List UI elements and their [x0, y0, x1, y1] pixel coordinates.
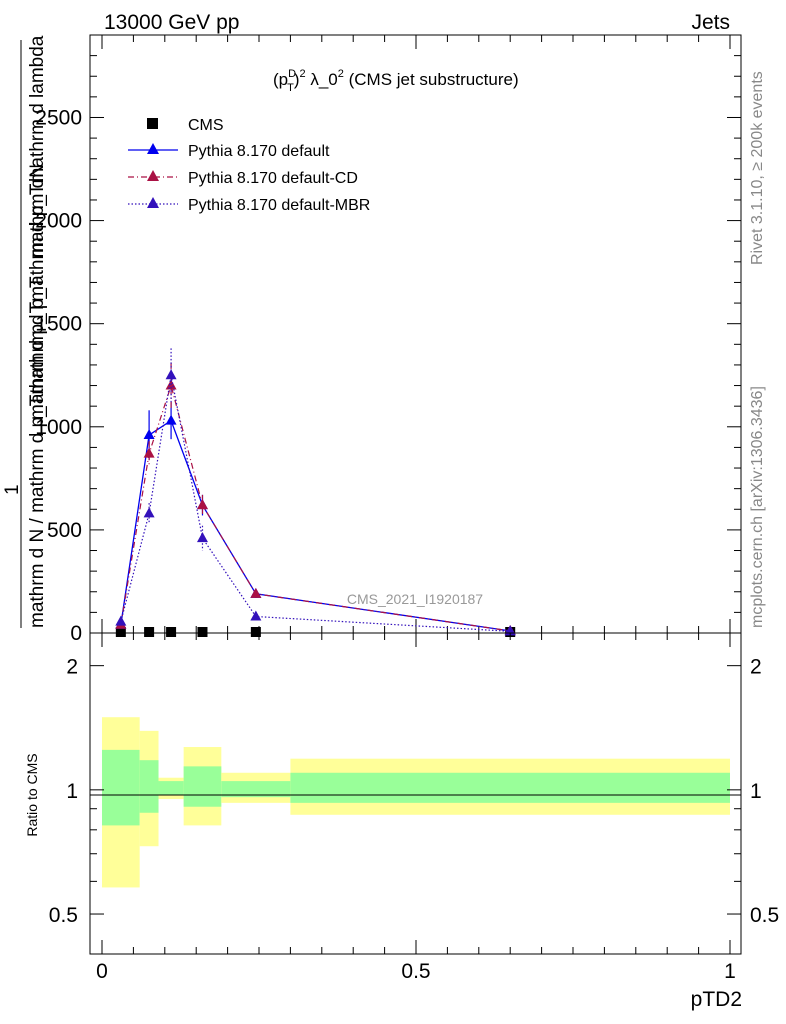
legend-marker-mbr: [147, 197, 159, 208]
ratio-ytick-label-left: 0.5: [49, 904, 78, 927]
legend-label-cd: Pythia 8.170 default-CD: [188, 170, 358, 187]
legend-label-mbr: Pythia 8.170 default-MBR: [188, 197, 370, 214]
ratio-band-green: [183, 766, 222, 807]
xtick-labels: 0 0.5 1: [96, 960, 736, 983]
main-panel: 0 500 1000 1500 2000 2500 (pD T)2 λ_02 (CMS je…: [2, 34, 742, 645]
legend-marker-cd: [147, 170, 159, 181]
cms-data-point: [115, 627, 126, 637]
ylabel-denom: mathrm d N / mathrm d p_Tmathrm d p_T: [27, 276, 48, 628]
ytick-label: 500: [47, 519, 82, 542]
ratio-panel: 0.5 0.5 1 1 2 2 Ratio to CMS: [24, 632, 779, 955]
ratio-ytick-label-left: 1: [66, 780, 78, 803]
ylabel-one: 1: [2, 484, 23, 495]
legend-marker-cms: [147, 118, 158, 129]
ratio-ytick-label-left: 2: [66, 656, 78, 679]
ylabel-top: mathrm dN: [27, 164, 48, 258]
series-marker: [250, 587, 262, 598]
ytick-label: 2000: [35, 210, 82, 233]
xaxis-label: pTD2: [691, 988, 742, 1011]
ratio-ylabel: Ratio to CMS: [24, 753, 40, 836]
ytick-label: 1000: [35, 416, 82, 439]
xtick-label: 1: [724, 960, 736, 983]
series-line: [120, 419, 511, 632]
ytick-label: 2500: [35, 106, 82, 129]
ratio-band-green: [139, 760, 159, 813]
ratio-band-green: [290, 772, 730, 803]
legend-label-cms: CMS: [188, 117, 224, 134]
cms-data-point: [250, 627, 261, 637]
cms-data-point: [197, 627, 208, 637]
analysis-watermark: CMS_2021_I1920187: [347, 591, 483, 607]
series-marker: [143, 507, 155, 518]
main-ylabel: mathrm dN mathrm d p_Tmathrm d p_Tmathrm…: [2, 35, 48, 628]
ratio-band-green: [221, 781, 291, 798]
cms-data-point: [166, 627, 177, 637]
series-marker: [165, 369, 177, 380]
xtick-label: 0: [96, 960, 108, 983]
ytick-label: 1500: [35, 313, 82, 336]
header-right: Jets: [691, 11, 730, 34]
ylabel-numer: mathrm d p_Tmathrm d p_Tmathrm d lambda: [27, 35, 48, 420]
series-marker: [143, 447, 155, 458]
ratio-ytick-label-right: 1: [750, 780, 762, 803]
ratio-band-green: [158, 781, 184, 796]
main-yticks: 0 500 1000 1500 2000 2500: [35, 55, 741, 645]
ratio-ytick-label-right: 0.5: [750, 904, 779, 927]
ratio-bands: [102, 717, 730, 888]
series-marker: [196, 499, 208, 510]
ratio-ytick-label-right: 2: [750, 656, 762, 679]
cms-data-point: [144, 627, 155, 637]
ratio-xticks: [101, 633, 731, 954]
series-line: [120, 383, 511, 632]
rivet-version-text: Rivet 3.1.10, ≥ 200k events: [749, 71, 766, 265]
ratio-band-green: [102, 749, 140, 826]
mcplots-text: mcplots.cern.ch [arXiv:1306.3436]: [749, 386, 766, 628]
plot-title: (pD T)2 λ_02 (CMS jet substructure): [273, 68, 519, 94]
xtick-label: 0.5: [401, 960, 430, 983]
series-marker: [115, 615, 127, 626]
series-marker: [196, 532, 208, 543]
series-marker: [143, 429, 155, 440]
ytick-label: 0: [70, 622, 82, 645]
series-marker: [250, 610, 262, 621]
legend-marker-default: [147, 143, 159, 154]
legend-label-default: Pythia 8.170 default: [188, 143, 330, 160]
header-left: 13000 GeV pp: [104, 11, 239, 34]
ratio-yticks: 0.5 0.5 1 1 2 2: [49, 656, 779, 955]
legend: CMS Pythia 8.170 default Pythia 8.170 de…: [128, 117, 370, 214]
series-marker: [165, 414, 177, 425]
